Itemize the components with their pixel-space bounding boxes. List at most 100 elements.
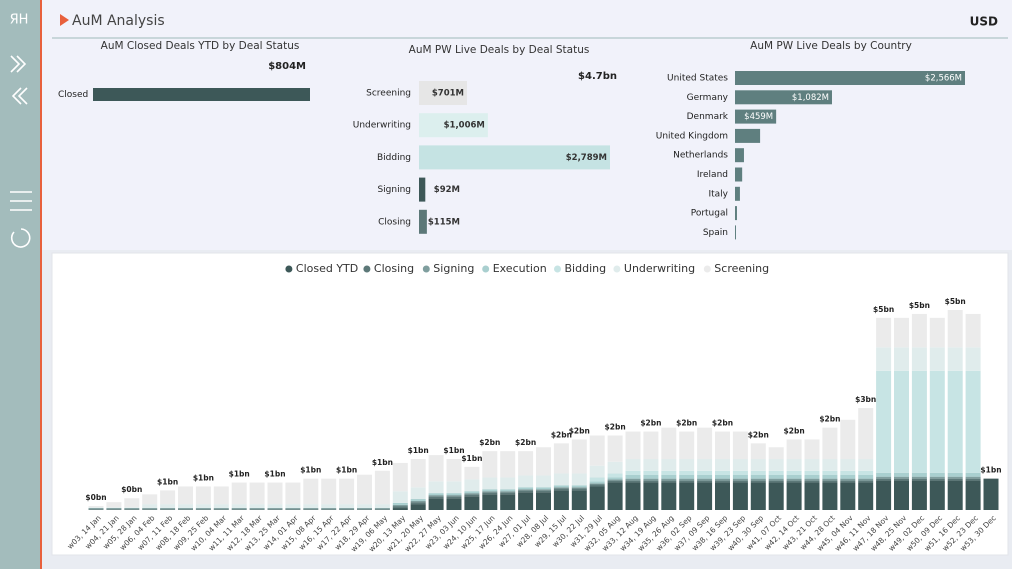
category-label: Screening [366,89,411,99]
bar-segment [750,482,766,510]
legend-swatch [363,265,371,273]
bar-segment [947,370,963,473]
bar-segment [858,474,874,479]
bar-segment [589,435,605,466]
bar-segment [840,470,856,475]
bar-segment [321,508,337,510]
bar-segment [160,490,176,505]
reset-icon[interactable] [10,228,31,248]
bar-segment [750,443,766,460]
bar-segment [822,482,838,510]
bar-segment [607,480,623,483]
legend-swatch [285,265,293,273]
bar-segment [339,508,355,510]
bar-segment [446,459,462,482]
bar-segment [464,493,480,495]
bar-segment [428,496,444,499]
bar-segment [482,491,498,493]
bar-segment [410,487,426,500]
bar-segment [500,489,516,492]
sidebar-icons [10,55,32,248]
title-marker [60,14,69,26]
bar-segment [822,478,838,481]
bar-segment [911,480,927,510]
bar-segment [911,472,927,477]
bar-segment [947,310,963,348]
bar-segment [589,465,605,478]
bar-segment [876,472,892,477]
bar-segment [715,431,730,460]
total-label: $5bn [909,301,930,310]
bar-segment [894,347,909,371]
bar-segment [231,482,247,505]
bar-segment [142,504,158,509]
bar-segment [464,494,480,497]
bar-segment [178,486,193,505]
bar-segment [357,508,372,510]
bar-segment [178,508,193,510]
bar-segment [786,478,802,481]
bar-segment [840,459,856,471]
bar-segment [321,504,337,509]
category-label: Ireland [697,170,728,180]
category-label: Signing [377,185,411,195]
bar-segment [965,476,981,479]
bar-segment [643,478,659,481]
bar-segment [518,451,534,476]
bar-segment [321,478,337,505]
category-label: United States [667,74,728,84]
collapse-icon[interactable] [17,87,28,105]
bar-segment [160,509,176,510]
bar-segment [195,508,211,510]
legend-swatch [703,265,711,273]
total-label: $0bn [85,493,106,502]
bar-segment [929,370,945,473]
bar-segment [195,509,211,510]
bar-segment [697,478,713,481]
bar-segment [697,482,713,510]
bar-segment [894,476,909,479]
bar-segment [750,459,766,471]
bar-segment [750,470,766,475]
bar-segment [894,472,909,477]
bar-segment [983,478,999,510]
total-label: $2bn [640,419,661,428]
bar-segment [929,480,945,510]
bar-segment [911,347,927,371]
bar-segment [357,504,372,509]
bar-segment [124,509,140,510]
category-label: Spain [703,228,728,238]
value-label: $701M [432,89,464,99]
logo: ЯH [10,13,29,28]
bar-segment [947,472,963,477]
bar-segment [106,502,122,508]
bar-segment [697,480,713,483]
bar-segment [768,478,784,481]
bar-segment [249,508,265,510]
total-label: $5bn [873,305,894,314]
bar-segment [339,504,355,509]
bar-segment [929,347,945,371]
bar-segment [715,474,730,479]
total-label: $1bn [193,473,214,482]
bar-segment [643,480,659,483]
bar-segment [267,508,283,510]
bar-segment [285,508,301,510]
bar-segment [142,508,158,510]
expand-icon[interactable] [10,55,21,73]
bar-segment [876,476,892,479]
bar-segment [732,480,748,483]
bar-segment [374,508,390,510]
bar-segment [822,470,838,475]
total-label: $2bn [551,430,572,439]
value-label: $804M [268,61,306,72]
bar [419,113,488,138]
bar-segment [661,474,677,479]
bar-segment [446,495,462,497]
bar [735,71,965,85]
bar-segment [768,474,784,479]
bar-segment [518,489,534,491]
total-label: $2bn [515,438,536,447]
total-label: $1bn [408,446,429,455]
currency: USD [970,15,998,29]
